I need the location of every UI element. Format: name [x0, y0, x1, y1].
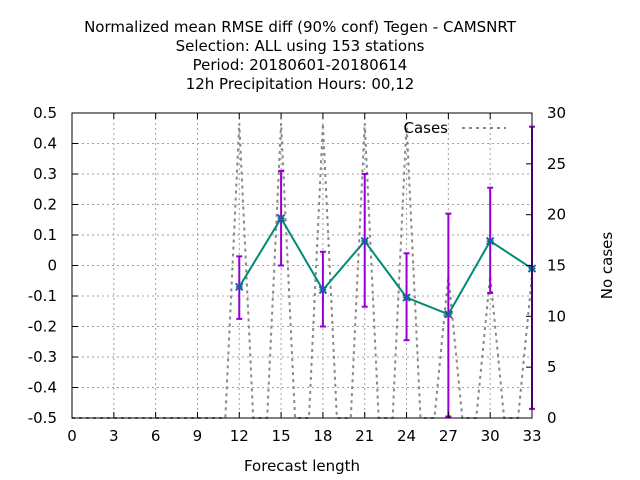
axis-labels: Forecast length No cases — [244, 232, 616, 475]
y2-tick-label: 15 — [547, 257, 566, 275]
y-tick-label: 0.4 — [33, 135, 57, 153]
x-tick-label: 0 — [67, 427, 77, 445]
data-point — [318, 285, 328, 295]
x-tick-label: 21 — [355, 427, 374, 445]
cases-line — [72, 123, 533, 419]
x-tick-label: 12 — [230, 427, 249, 445]
y2-tick-label: 0 — [547, 409, 557, 427]
grid — [72, 113, 532, 418]
rmse-line — [238, 216, 533, 316]
y-tick-label: 0.3 — [33, 165, 57, 183]
x-tick-label: 15 — [272, 427, 291, 445]
legend-label: Cases — [403, 119, 448, 137]
y-tick-label: 0.5 — [33, 104, 57, 122]
y2-tick-label: 5 — [547, 358, 557, 376]
y-tick-label: 0 — [47, 257, 57, 275]
data-point — [276, 214, 286, 223]
x-axis-label: Forecast length — [244, 457, 360, 475]
y2-tick-label: 10 — [547, 307, 566, 325]
y-tick-label: 0.2 — [33, 196, 57, 214]
x-tick-label: 9 — [193, 427, 203, 445]
x-tick-label: 33 — [522, 427, 541, 445]
data-point — [444, 310, 453, 319]
rmse-series — [235, 214, 537, 319]
y-tick-label: -0.1 — [28, 287, 57, 305]
y-tick-label: 0.1 — [33, 226, 57, 244]
chart-title-line-1: Normalized mean RMSE diff (90% conf) Teg… — [84, 18, 517, 36]
y-tick-label: -0.2 — [28, 318, 57, 336]
chart-title-line-4: 12h Precipitation Hours: 00,12 — [186, 75, 415, 93]
y2-tick-label: 30 — [547, 104, 566, 122]
chart-title-line-3: Period: 20180601-20180614 — [193, 56, 408, 74]
y2-axis-label: No cases — [598, 232, 616, 300]
data-point — [360, 236, 369, 246]
y-tick-label: -0.4 — [28, 379, 57, 397]
x-tick-label: 18 — [313, 427, 332, 445]
x-tick-label: 30 — [481, 427, 500, 445]
y2-tick-label: 25 — [547, 155, 566, 173]
y-tick-label: -0.3 — [28, 348, 57, 366]
chart-title: Normalized mean RMSE diff (90% conf) Teg… — [84, 18, 517, 93]
data-point — [485, 236, 495, 246]
chart-title-line-2: Selection: ALL using 153 stations — [176, 37, 425, 55]
y2-tick-label: 20 — [547, 206, 566, 224]
cases-series — [72, 123, 533, 419]
data-point — [402, 293, 411, 302]
axis-ticks: 0 3 6 9 12 15 18 21 24 27 30 33 0.5 0.4 0.3 0.2 0.1 0 -0.1… — [28, 104, 566, 445]
y-tick-label: -0.5 — [28, 409, 57, 427]
legend: Cases — [403, 119, 506, 137]
x-tick-label: 24 — [397, 427, 416, 445]
x-tick-label: 6 — [151, 427, 161, 445]
data-point — [235, 282, 244, 292]
x-tick-label: 27 — [439, 427, 458, 445]
x-tick-label: 3 — [109, 427, 119, 445]
